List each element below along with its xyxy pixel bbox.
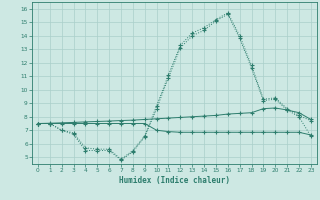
X-axis label: Humidex (Indice chaleur): Humidex (Indice chaleur) <box>119 176 230 185</box>
